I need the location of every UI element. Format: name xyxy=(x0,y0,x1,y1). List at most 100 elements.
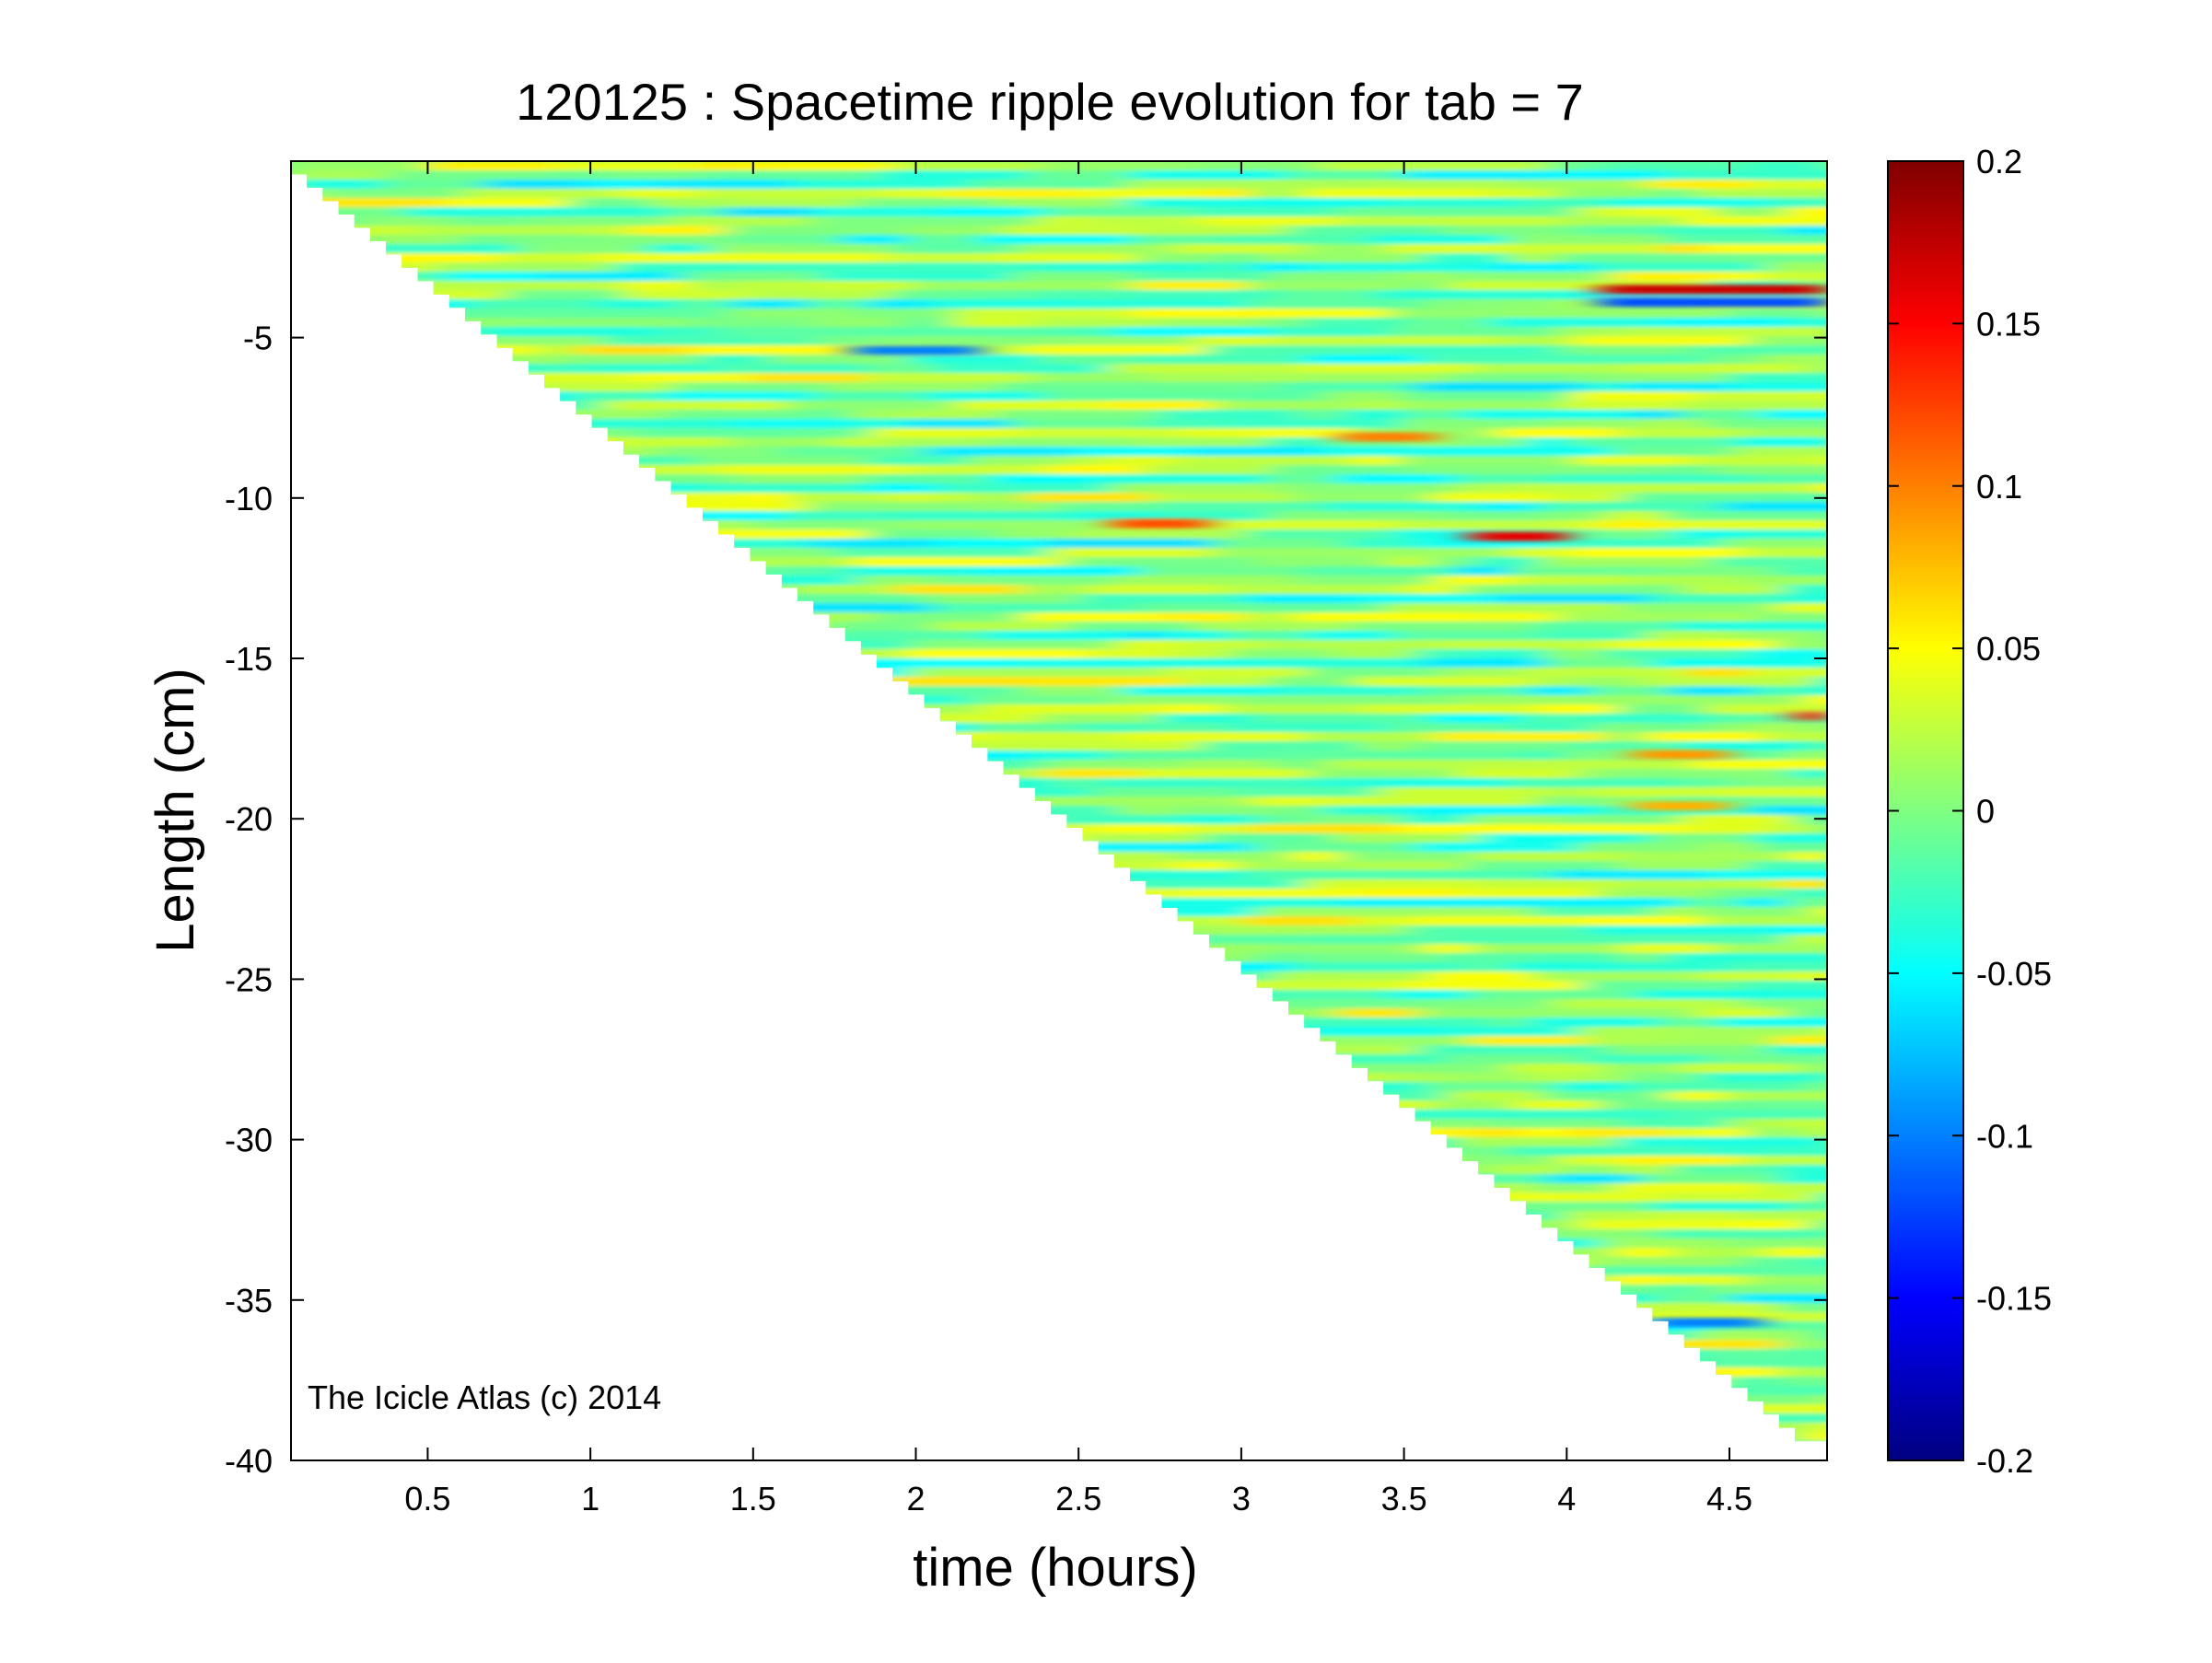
heatmap-cell xyxy=(1197,216,1340,227)
heatmap-cell xyxy=(1401,419,1483,429)
heatmap-cell xyxy=(1027,750,1107,761)
heatmap-cell xyxy=(765,364,869,374)
heatmap-cell xyxy=(1776,1303,1827,1313)
heatmap-cell xyxy=(1128,170,1288,180)
heatmap-cell xyxy=(809,216,889,227)
heatmap-cell xyxy=(1748,336,1827,346)
heatmap-cell xyxy=(1645,180,1756,190)
heatmap-cell xyxy=(1135,658,1255,669)
heatmap-cell xyxy=(594,253,777,263)
heatmap-cell xyxy=(1110,907,1257,917)
heatmap-cell xyxy=(1188,447,1317,457)
heatmap-cell xyxy=(1192,981,1357,991)
heatmap-cell xyxy=(1752,833,1827,843)
heatmap-cell xyxy=(1245,281,1403,291)
heatmap-cell xyxy=(1214,539,1346,549)
heatmap-cell xyxy=(949,318,1038,328)
heatmap-cell xyxy=(1038,290,1124,300)
heatmap-cell xyxy=(1665,511,1827,521)
heatmap-cell xyxy=(1286,308,1392,319)
heatmap-cell xyxy=(1819,401,1827,411)
heatmap-cell xyxy=(1423,658,1549,669)
heatmap-cell xyxy=(1666,170,1807,180)
heatmap-cell xyxy=(1613,1183,1762,1193)
heatmap-cell xyxy=(1686,668,1751,678)
heatmap-cell xyxy=(1796,1064,1827,1074)
heatmap-cell xyxy=(1036,216,1095,227)
heatmap-cell xyxy=(1287,226,1443,236)
heatmap-cell xyxy=(1701,1073,1827,1083)
heatmap-cell xyxy=(1683,216,1827,227)
heatmap-cell xyxy=(1164,668,1310,678)
heatmap-cell xyxy=(558,207,669,217)
heatmap-cell xyxy=(1439,1156,1559,1166)
heatmap-cell xyxy=(1537,704,1619,715)
heatmap-cell xyxy=(1160,410,1299,420)
heatmap-cell xyxy=(825,382,999,392)
heatmap-cell xyxy=(1697,971,1790,982)
heatmap-cell xyxy=(730,437,774,448)
heatmap-cell xyxy=(1521,198,1608,208)
heatmap-cell xyxy=(1824,1073,1827,1083)
heatmap-cell xyxy=(1112,695,1247,705)
heatmap-cell xyxy=(1252,557,1388,567)
heatmap-cell xyxy=(1569,576,1632,586)
heatmap-cell xyxy=(1695,391,1813,401)
colorbar-tick-label: -0.2 xyxy=(1976,1442,2033,1480)
heatmap-cell xyxy=(1315,447,1438,457)
heatmap-cell xyxy=(725,198,860,208)
heatmap-cell xyxy=(1658,1018,1718,1028)
heatmap-cell xyxy=(1558,189,1658,199)
heatmap-cell xyxy=(862,465,911,475)
heatmap-cell xyxy=(1282,483,1456,494)
heatmap-cell xyxy=(1724,1091,1827,1101)
heatmap-cell xyxy=(581,235,728,245)
heatmap-cell xyxy=(1601,1100,1728,1111)
heatmap-cell xyxy=(1720,1367,1779,1378)
heatmap-cell xyxy=(1139,566,1302,576)
heatmap-cell xyxy=(1292,576,1435,586)
heatmap-cell xyxy=(1528,1073,1581,1083)
heatmap-cell xyxy=(619,474,735,484)
heatmap-cell xyxy=(955,401,1064,411)
heatmap-cell xyxy=(1298,364,1476,374)
heatmap-cell xyxy=(1432,640,1612,650)
heatmap-cell xyxy=(1822,198,1827,208)
heatmap-cell xyxy=(1555,1082,1631,1092)
heatmap-cell xyxy=(1131,308,1288,319)
heatmap-cell xyxy=(1473,557,1540,567)
heatmap-cell xyxy=(1546,539,1722,549)
heatmap-cell xyxy=(1445,1091,1544,1101)
heatmap-cell xyxy=(1812,456,1827,466)
heatmap-cell xyxy=(1441,1146,1508,1157)
heatmap-cell xyxy=(732,281,818,291)
heatmap-cell xyxy=(845,419,907,429)
heatmap-cell xyxy=(1680,815,1795,825)
heatmap-cell xyxy=(1351,622,1538,632)
heatmap-cell xyxy=(1650,1202,1790,1212)
heatmap-cell xyxy=(390,170,550,180)
heatmap-cell xyxy=(1712,557,1827,567)
heatmap-cell xyxy=(1244,299,1425,309)
heatmap-cell xyxy=(1617,1165,1675,1175)
heatmap-cell xyxy=(631,373,751,383)
heatmap-cell xyxy=(517,244,648,254)
heatmap-cell xyxy=(1299,566,1375,576)
heatmap-cell xyxy=(1205,833,1265,843)
y-axis-ticks: -5 -10 -15 -20 -25 -30 -35 -40 xyxy=(225,320,1827,1480)
heatmap-cell xyxy=(1621,1119,1729,1129)
heatmap-cell xyxy=(1509,244,1663,254)
x-tick-label: 4 xyxy=(1557,1480,1576,1518)
heatmap-cell xyxy=(1182,428,1255,438)
heatmap-cell xyxy=(1407,180,1513,190)
heatmap-cell xyxy=(594,299,676,309)
heatmap-cell xyxy=(1660,244,1706,254)
heatmap-cell xyxy=(897,410,1000,420)
heatmap-cell xyxy=(792,180,873,190)
heatmap-cell xyxy=(1077,898,1261,908)
heatmap-cell xyxy=(1504,1064,1604,1074)
heatmap-cell xyxy=(1778,1174,1827,1184)
heatmap-cell xyxy=(506,290,624,300)
heatmap-cell xyxy=(1089,741,1204,751)
heatmap-cell xyxy=(1552,290,1648,300)
